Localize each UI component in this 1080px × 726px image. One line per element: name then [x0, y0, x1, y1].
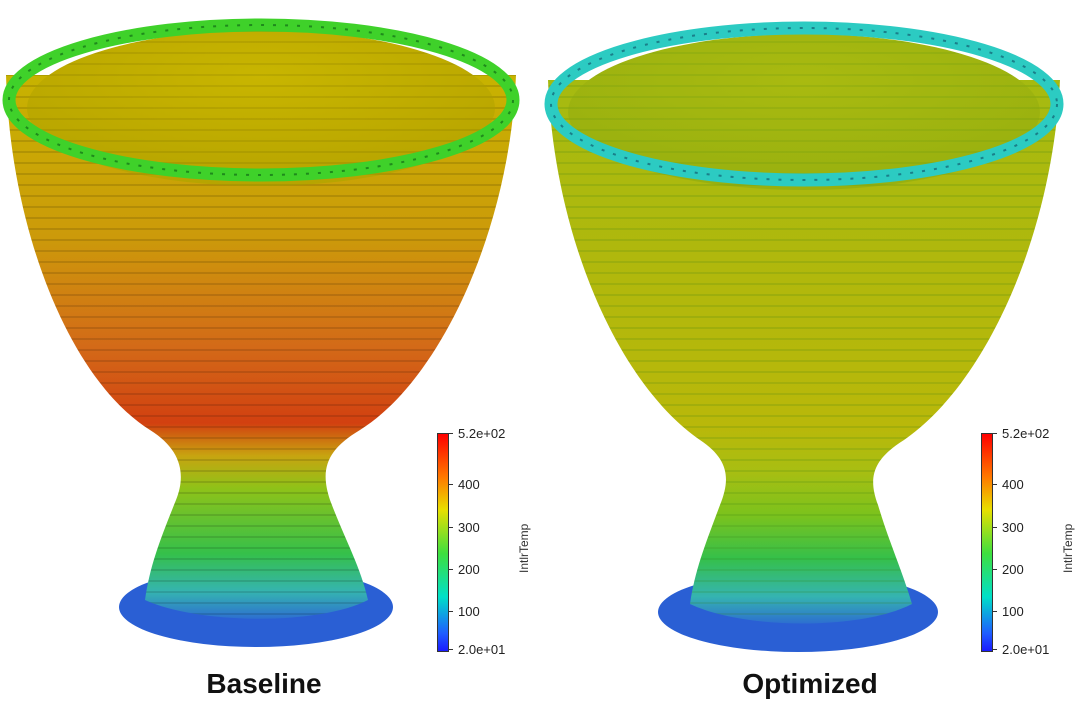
optimized-panel: 5.2e+02 400 300 200 100 2.0e+01 IntlrTem… [540, 0, 1080, 726]
optimized-colorbar: 5.2e+02 400 300 200 100 2.0e+01 IntlrTem… [981, 427, 1080, 657]
colorbar-tick-label: 100 [1002, 604, 1024, 619]
colorbar-gradient [981, 433, 993, 652]
colorbar-tick-label: 200 [1002, 562, 1024, 577]
baseline-vase-render [2, 18, 520, 647]
baseline-panel: 5.2e+02 400 300 200 100 2.0e+01 IntlrTem… [2, 18, 537, 699]
colorbar-min-label: 2.0e+01 [1002, 642, 1050, 657]
colorbar-tick-label: 200 [458, 562, 480, 577]
optimized-caption: Optimized [742, 668, 878, 699]
colorbar-max-label: 5.2e+02 [1002, 426, 1050, 441]
colorbar-tick-label: 100 [458, 604, 480, 619]
colorbar-tick-label: 300 [1002, 520, 1024, 535]
colorbar-title: IntlrTemp [517, 523, 531, 573]
colorbar-title: IntlrTemp [1061, 523, 1075, 573]
baseline-caption: Baseline [206, 668, 322, 699]
colorbar-min-label: 2.0e+01 [458, 642, 506, 657]
colorbar-tick-label: 300 [458, 520, 480, 535]
colorbar-tick-label: 400 [458, 477, 480, 492]
optimized-vase-render [544, 21, 1064, 652]
colorbar-max-label: 5.2e+02 [458, 426, 506, 441]
colorbar-gradient [437, 433, 449, 652]
baseline-colorbar: 5.2e+02 400 300 200 100 2.0e+01 IntlrTem… [437, 427, 537, 657]
colorbar-tick-label: 400 [1002, 477, 1024, 492]
